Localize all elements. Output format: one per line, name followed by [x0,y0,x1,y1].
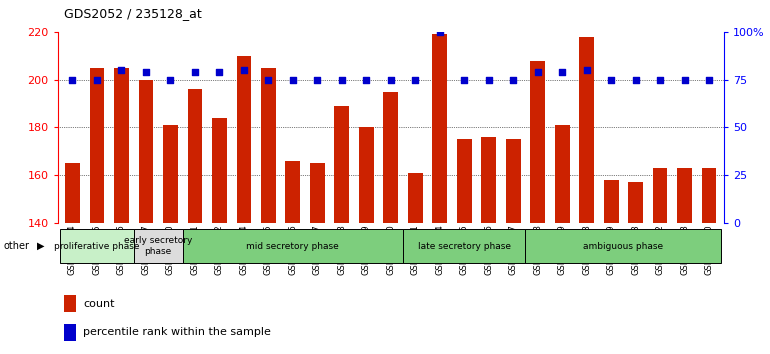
Point [678,77,691,82]
Bar [433,34,447,223]
Point [507,77,520,82]
Bar [628,182,643,223]
Bar [182,229,403,263]
Point [434,29,446,35]
Point [630,77,642,82]
Point [384,77,397,82]
Bar [604,180,618,223]
Bar [531,61,545,223]
Text: ambiguous phase: ambiguous phase [584,241,664,251]
Point [66,77,79,82]
Bar [359,127,373,223]
Point [139,69,152,75]
Point [581,67,593,73]
Bar [310,163,325,223]
Bar [236,56,251,223]
Bar [188,89,203,223]
Bar [579,37,594,223]
Bar [60,229,134,263]
Point [116,67,128,73]
Bar [334,106,349,223]
Point [360,77,373,82]
Bar [65,324,76,341]
Bar [261,68,276,223]
Bar [678,168,692,223]
Bar [481,137,496,223]
Bar [114,68,129,223]
Point [91,77,103,82]
Text: other: other [4,241,30,251]
Point [654,77,666,82]
Point [605,77,618,82]
Bar [65,295,76,312]
Point [556,69,568,75]
Bar [134,229,182,263]
Point [189,69,201,75]
Bar [286,161,300,223]
Text: early secretory
phase: early secretory phase [124,236,192,256]
Bar [212,118,226,223]
Text: count: count [83,298,115,309]
Bar [383,92,398,223]
Text: percentile rank within the sample: percentile rank within the sample [83,327,271,337]
Text: GDS2052 / 235128_at: GDS2052 / 235128_at [65,7,203,21]
Bar [701,168,716,223]
Bar [653,168,668,223]
Point [458,77,470,82]
Point [262,77,274,82]
Point [531,69,544,75]
Point [286,77,299,82]
Bar [65,163,80,223]
Point [409,77,421,82]
Bar [525,229,721,263]
Text: mid secretory phase: mid secretory phase [246,241,340,251]
Point [238,67,250,73]
Point [311,77,323,82]
Bar [506,139,521,223]
Point [483,77,495,82]
Point [703,77,715,82]
Point [164,77,176,82]
Bar [408,173,423,223]
Bar [89,68,104,223]
Point [213,69,226,75]
Text: proliferative phase: proliferative phase [54,241,139,251]
Bar [457,139,471,223]
Bar [555,125,570,223]
Bar [139,80,153,223]
Text: ▶: ▶ [37,241,45,251]
Point [336,77,348,82]
Bar [403,229,525,263]
Bar [163,125,178,223]
Text: late secretory phase: late secretory phase [418,241,511,251]
